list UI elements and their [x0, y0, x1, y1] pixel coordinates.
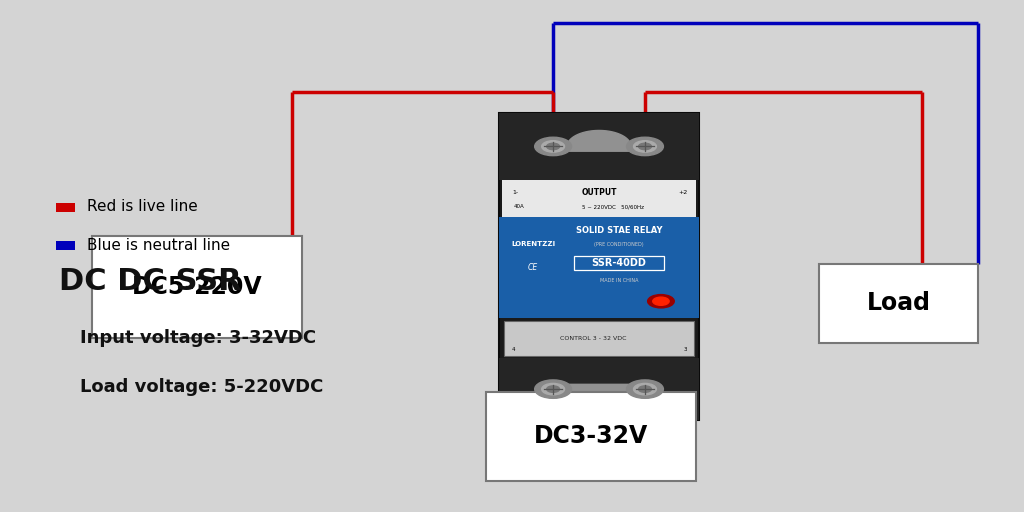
Bar	[92, 236, 302, 338]
FancyBboxPatch shape	[573, 255, 664, 270]
Circle shape	[547, 386, 559, 392]
Circle shape	[639, 386, 651, 392]
Bar	[499, 113, 698, 420]
Bar	[56, 203, 75, 212]
Polygon shape	[567, 385, 631, 405]
Circle shape	[542, 141, 564, 152]
Bar	[486, 392, 696, 481]
Circle shape	[627, 380, 664, 398]
Bar	[502, 180, 696, 217]
Text: 4: 4	[511, 347, 515, 352]
Text: Red is live line: Red is live line	[87, 199, 198, 215]
Bar	[499, 113, 698, 180]
Text: Blue is neutral line: Blue is neutral line	[87, 238, 230, 253]
Text: SOLID STAE RELAY: SOLID STAE RELAY	[575, 226, 663, 235]
Text: Input voltage: 3-32VDC: Input voltage: 3-32VDC	[80, 329, 316, 347]
Text: +2: +2	[678, 189, 687, 195]
Text: Load voltage: 5-220VDC: Load voltage: 5-220VDC	[80, 377, 324, 396]
Text: Load: Load	[866, 291, 931, 315]
Bar	[499, 217, 698, 318]
Polygon shape	[567, 131, 631, 151]
Circle shape	[634, 141, 656, 152]
Text: SSR-40DD: SSR-40DD	[592, 258, 646, 268]
Bar	[819, 264, 978, 343]
Circle shape	[547, 143, 559, 150]
Circle shape	[647, 294, 674, 308]
Circle shape	[634, 383, 656, 395]
Text: MADE IN CHINA: MADE IN CHINA	[600, 279, 638, 284]
Circle shape	[639, 143, 651, 150]
Circle shape	[542, 383, 564, 395]
Text: DC DC SSR: DC DC SSR	[59, 267, 242, 296]
Circle shape	[652, 297, 669, 305]
Text: 5 ~ 220VDC   50/60Hz: 5 ~ 220VDC 50/60Hz	[582, 204, 644, 209]
Text: LORENTZZI: LORENTZZI	[511, 242, 555, 247]
Text: 40A: 40A	[514, 204, 524, 209]
Bar	[56, 241, 75, 250]
Text: 3: 3	[683, 347, 687, 352]
Text: CONTROL 3 - 32 VDC: CONTROL 3 - 32 VDC	[560, 336, 627, 341]
Circle shape	[535, 137, 571, 156]
Bar	[504, 321, 694, 356]
Text: DC5-220V: DC5-220V	[132, 275, 262, 298]
Text: OUTPUT: OUTPUT	[582, 187, 616, 197]
Circle shape	[535, 380, 571, 398]
Text: 1-: 1-	[512, 189, 518, 195]
Text: DC3-32V: DC3-32V	[535, 424, 648, 449]
Text: (PRE CONDITIONED): (PRE CONDITIONED)	[594, 242, 644, 247]
Circle shape	[627, 137, 664, 156]
Text: CE: CE	[528, 263, 539, 272]
Bar	[499, 358, 698, 420]
